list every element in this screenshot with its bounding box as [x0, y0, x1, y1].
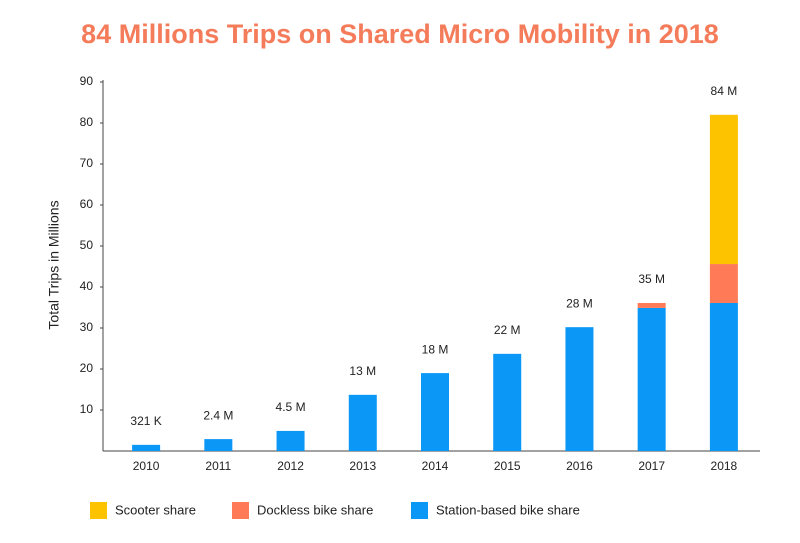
y-tick-label: 80: [80, 115, 94, 129]
chart-title: 84 Millions Trips on Shared Micro Mobili…: [81, 19, 719, 49]
total-label: 35 M: [638, 272, 665, 286]
total-label: 18 M: [422, 342, 449, 356]
y-tick-label: 50: [80, 238, 94, 252]
total-label: 4.5 M: [276, 400, 306, 414]
total-label: 22 M: [494, 323, 521, 337]
y-tick-label: 30: [80, 320, 94, 334]
total-label: 13 M: [349, 364, 376, 378]
x-tick-label: 2011: [205, 459, 231, 473]
x-tick-label: 2014: [422, 459, 449, 473]
y-tick-label: 40: [80, 279, 94, 293]
bar-segment: [204, 439, 233, 451]
y-tick-label: 10: [80, 402, 94, 416]
legend-label: Dockless bike share: [257, 502, 373, 517]
x-tick-label: 2017: [638, 459, 665, 473]
x-tick-label: 2012: [277, 459, 304, 473]
x-tick-label: 2013: [349, 459, 376, 473]
total-label: 28 M: [566, 296, 593, 310]
bar-segment: [493, 353, 522, 451]
bar-segment: [421, 373, 449, 451]
bar-segment: [709, 302, 738, 451]
legend-label: Scooter share: [115, 502, 196, 517]
x-tick-label: 2016: [566, 459, 593, 473]
y-tick-label: 90: [80, 74, 94, 88]
y-tick-label: 70: [80, 156, 94, 170]
bar-segment: [637, 302, 666, 308]
bar-segment: [565, 327, 594, 451]
legend-swatch: [411, 502, 428, 519]
bar-segment: [348, 394, 377, 451]
y-tick-label: 20: [80, 361, 94, 375]
y-axis-label: Total Trips in Millions: [46, 200, 62, 329]
bar-segment: [709, 114, 738, 265]
total-label: 2.4 M: [203, 408, 233, 422]
x-tick-label: 2018: [711, 459, 738, 473]
x-tick-label: 2015: [494, 459, 521, 473]
legend-swatch: [90, 502, 107, 519]
bar-segment: [132, 444, 161, 451]
legend-label: Station-based bike share: [436, 502, 580, 517]
legend-swatch: [232, 502, 249, 519]
total-label: 321 K: [130, 414, 161, 428]
bar-segment: [276, 430, 305, 451]
bar-segment: [709, 264, 738, 303]
y-tick-label: 60: [80, 197, 94, 211]
x-tick-label: 2010: [133, 459, 160, 473]
total-label: 84 M: [711, 84, 738, 98]
bar-segment: [637, 307, 666, 451]
